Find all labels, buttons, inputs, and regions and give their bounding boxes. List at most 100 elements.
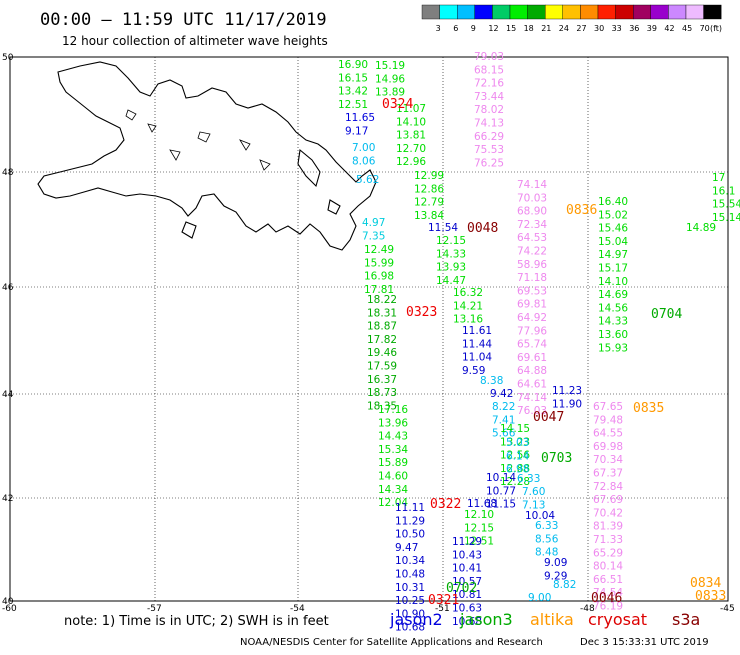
satellite-legend-jason2: jason2	[389, 610, 443, 629]
graticule	[10, 57, 728, 601]
wave-height-value: 10.41	[452, 563, 482, 575]
coastline-islet	[327, 199, 341, 215]
wave-height-value: 70.42	[593, 507, 623, 519]
wave-height-value: 10.50	[395, 529, 425, 541]
wave-height-value: 8.82	[553, 579, 576, 591]
wave-height-value: 70.34	[593, 454, 623, 466]
track-time-tag: 0321	[428, 593, 459, 608]
wave-height-value: 10.14	[486, 472, 516, 484]
wave-height-value: 14.34	[378, 484, 408, 496]
wave-height-value: 12.51	[464, 536, 494, 548]
satellite-legend-jason3: jason3	[459, 610, 513, 629]
colorbar-swatch	[597, 4, 616, 20]
wave-height-value: 72.34	[517, 219, 547, 231]
wave-height-value: 11.68	[467, 498, 497, 510]
wave-height-value: 74.22	[517, 246, 547, 258]
wave-height-value: 81.39	[593, 521, 623, 533]
longitude-label: -54	[290, 604, 305, 614]
wave-height-value: 15.54	[712, 199, 740, 211]
wave-height-value: 15.46	[598, 223, 628, 235]
colorbar-tick-label: 15	[506, 24, 516, 33]
wave-height-value: 16.32	[453, 287, 483, 299]
wave-height-value: 7.13	[522, 499, 545, 511]
coastline-islet	[181, 221, 197, 239]
colorbar-tick-label: 27	[576, 24, 586, 33]
wave-height-value: 18.31	[367, 307, 397, 319]
longitude-label: -51	[435, 604, 450, 614]
colorbar-swatch	[492, 4, 511, 20]
wave-height-value: 65.74	[517, 339, 547, 351]
wave-height-value: 15.99	[364, 257, 394, 269]
colorbar-swatch	[615, 4, 634, 20]
wave-height-value: 12.49	[364, 244, 394, 256]
wave-height-value: 12.28	[500, 476, 530, 488]
track-time-tag: 0704	[651, 307, 682, 322]
track-time-tag: 0047	[533, 410, 564, 425]
wave-height-value: 12.10	[464, 509, 494, 521]
wave-height-value: 15.17	[598, 263, 628, 275]
track-time-tag: 0324	[382, 97, 413, 112]
wave-height-value: 13.23	[500, 436, 530, 448]
lake-outline	[197, 131, 211, 143]
wave-height-value: 67.69	[593, 494, 623, 506]
wave-height-value: 15.19	[375, 60, 405, 72]
colorbar-swatch	[527, 4, 546, 20]
wave-height-value: 18.22	[367, 294, 397, 306]
colorbar-tick-label: 9	[471, 24, 476, 33]
wave-height-value: 8.48	[535, 547, 558, 559]
wave-height-value: 9.59	[462, 365, 485, 377]
wave-height-value: 14.56	[598, 302, 628, 314]
wave-height-value: 10.04	[525, 510, 555, 522]
satellite-legend-cryosat: cryosat	[588, 610, 647, 629]
latitude-labels: 50 48 46 44 42 40	[2, 53, 14, 607]
wave-height-labels: 16.9016.1513.4212.5111.659.177.008.065.6…	[338, 51, 740, 634]
wave-height-value: 4.97	[362, 217, 385, 229]
wave-height-value: 15.89	[378, 457, 408, 469]
wave-height-value: 10.34	[395, 555, 425, 567]
wave-height-value: 16.90	[338, 59, 368, 71]
wave-height-value: 68.15	[474, 64, 504, 76]
wave-height-value: 11.29	[395, 515, 425, 527]
wave-height-value: 6.33	[517, 473, 540, 485]
wave-height-value: 18.35	[367, 400, 397, 412]
wave-height-value: 5.62	[356, 174, 379, 186]
colorbar-swatch	[650, 4, 669, 20]
coastline-lakes	[125, 109, 271, 171]
wave-height-value: 74.14	[517, 392, 547, 404]
colorbar-swatch	[685, 4, 704, 20]
wave-height-value: 65.29	[593, 547, 623, 559]
lake-outline	[239, 139, 251, 151]
colorbar-tick-label: 30	[594, 24, 604, 33]
latitude-label: 46	[2, 283, 14, 293]
wave-height-value: 14.15	[500, 423, 530, 435]
wave-height-value: 14.33	[598, 316, 628, 328]
wave-height-value: 12.99	[414, 170, 444, 182]
wave-height-value: 12.79	[414, 197, 444, 209]
wave-height-value: 14.33	[436, 248, 466, 260]
colorbar-tick-label: 33	[612, 24, 622, 33]
wave-height-value: 76.03	[517, 405, 547, 417]
generated-timestamp: Dec 3 15:33:31 UTC 2019	[580, 637, 709, 648]
colorbar-swatch	[474, 4, 493, 20]
wave-height-value: 64.55	[593, 428, 623, 440]
wave-height-value: 6.14	[506, 450, 530, 462]
wave-height-value: 64.53	[517, 232, 547, 244]
track-time-tag: 0322	[430, 497, 461, 512]
wave-height-value: 10.63	[452, 603, 482, 615]
wave-height-value: 14.21	[453, 300, 483, 312]
colorbar-swatch	[439, 4, 458, 20]
wave-height-value: 7.35	[362, 230, 385, 242]
latitude-label: 42	[2, 494, 13, 504]
track-time-tag: 0833	[695, 589, 726, 604]
wave-height-value: 14.43	[378, 431, 408, 443]
wave-height-value: 17.16	[378, 404, 408, 416]
wave-height-value: 11.90	[552, 398, 582, 410]
wave-height-value: 12.51	[338, 99, 368, 111]
latitude-label: 48	[2, 168, 14, 178]
wave-height-value: 64.88	[517, 365, 547, 377]
lake-outline	[125, 109, 137, 121]
colorbar-tick-label: 12	[488, 24, 498, 33]
page-title: 00:00 – 11:59 UTC 11/17/2019	[40, 10, 327, 30]
wave-height-value: 8.22	[492, 401, 515, 413]
